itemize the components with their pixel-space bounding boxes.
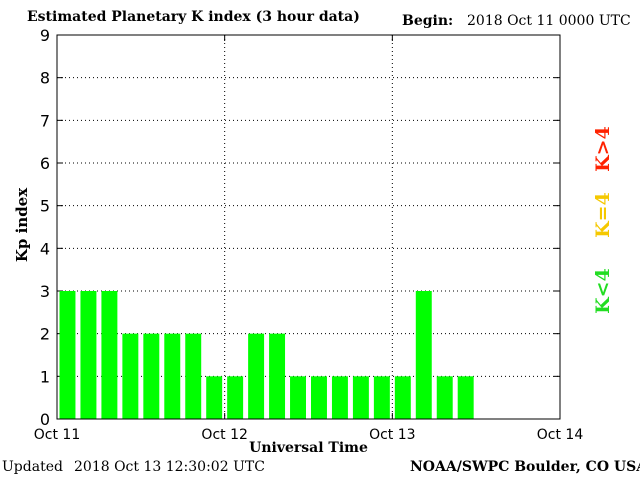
y-tick-label: 3 [40,282,50,301]
updated-label: Updated [2,459,63,475]
kp-bar [352,376,369,419]
y-tick-label: 2 [40,325,50,344]
kp-bar [269,333,286,419]
credit-text: NOAA/SWPC Boulder, CO USA [410,459,640,475]
x-tick-label: Oct 12 [201,427,247,443]
y-tick-label: 7 [40,111,50,130]
y-tick-label: 1 [40,367,50,386]
y-axis-label: Kp index [13,187,31,262]
x-tick-label: Oct 14 [537,427,584,443]
plot-frame [56,34,561,420]
kp-bar [331,376,348,419]
kp-bar [248,333,265,419]
kp-bar [436,376,453,419]
kp-bar [80,291,97,419]
kp-bar [143,333,160,419]
legend-k-above-4: K>4 [591,126,614,172]
kp-bar [290,376,306,419]
kp-bar [311,376,327,419]
y-tick-label: 4 [40,239,50,258]
y-tick-label: 5 [40,197,50,216]
legend-k-equal-4: K=4 [591,192,614,238]
updated-value: 2018 Oct 13 12:30:02 UTC [74,459,265,475]
x-axis-label: Universal Time [249,440,368,456]
kp-bar [101,291,118,419]
begin-value: 2018 Oct 11 0000 UTC [467,13,631,29]
y-tick-label: 6 [40,154,50,173]
kp-bar [394,376,411,419]
x-tick-label: Oct 11 [34,427,80,443]
kp-bar [457,376,474,419]
kp-bar [415,291,432,419]
legend-k-below-4: K<4 [591,268,614,314]
chart-title: Estimated Planetary K index (3 hour data… [27,9,360,25]
kp-bar [373,376,390,419]
y-tick-label: 0 [40,410,50,429]
kp-bar [122,333,139,419]
y-tick-label: 8 [40,69,50,88]
begin-label: Begin: [402,13,454,29]
kp-bar [185,333,202,419]
kp-bar [164,333,181,419]
y-tick-label: 9 [40,26,50,45]
kp-bar [59,291,76,419]
kp-bar [227,376,244,419]
x-tick-label: Oct 13 [369,427,415,443]
kp-bar [206,376,223,419]
